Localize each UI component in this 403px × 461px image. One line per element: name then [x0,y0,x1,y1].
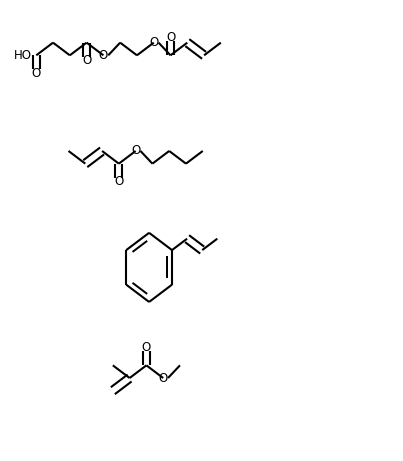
Text: O: O [99,49,108,62]
Text: O: O [82,54,91,67]
Text: O: O [114,175,123,188]
Text: O: O [142,341,151,354]
Text: HO: HO [14,49,32,62]
Text: O: O [131,144,140,158]
Text: O: O [158,372,168,384]
Text: O: O [32,67,41,80]
Text: O: O [166,31,175,44]
Text: O: O [149,36,158,49]
